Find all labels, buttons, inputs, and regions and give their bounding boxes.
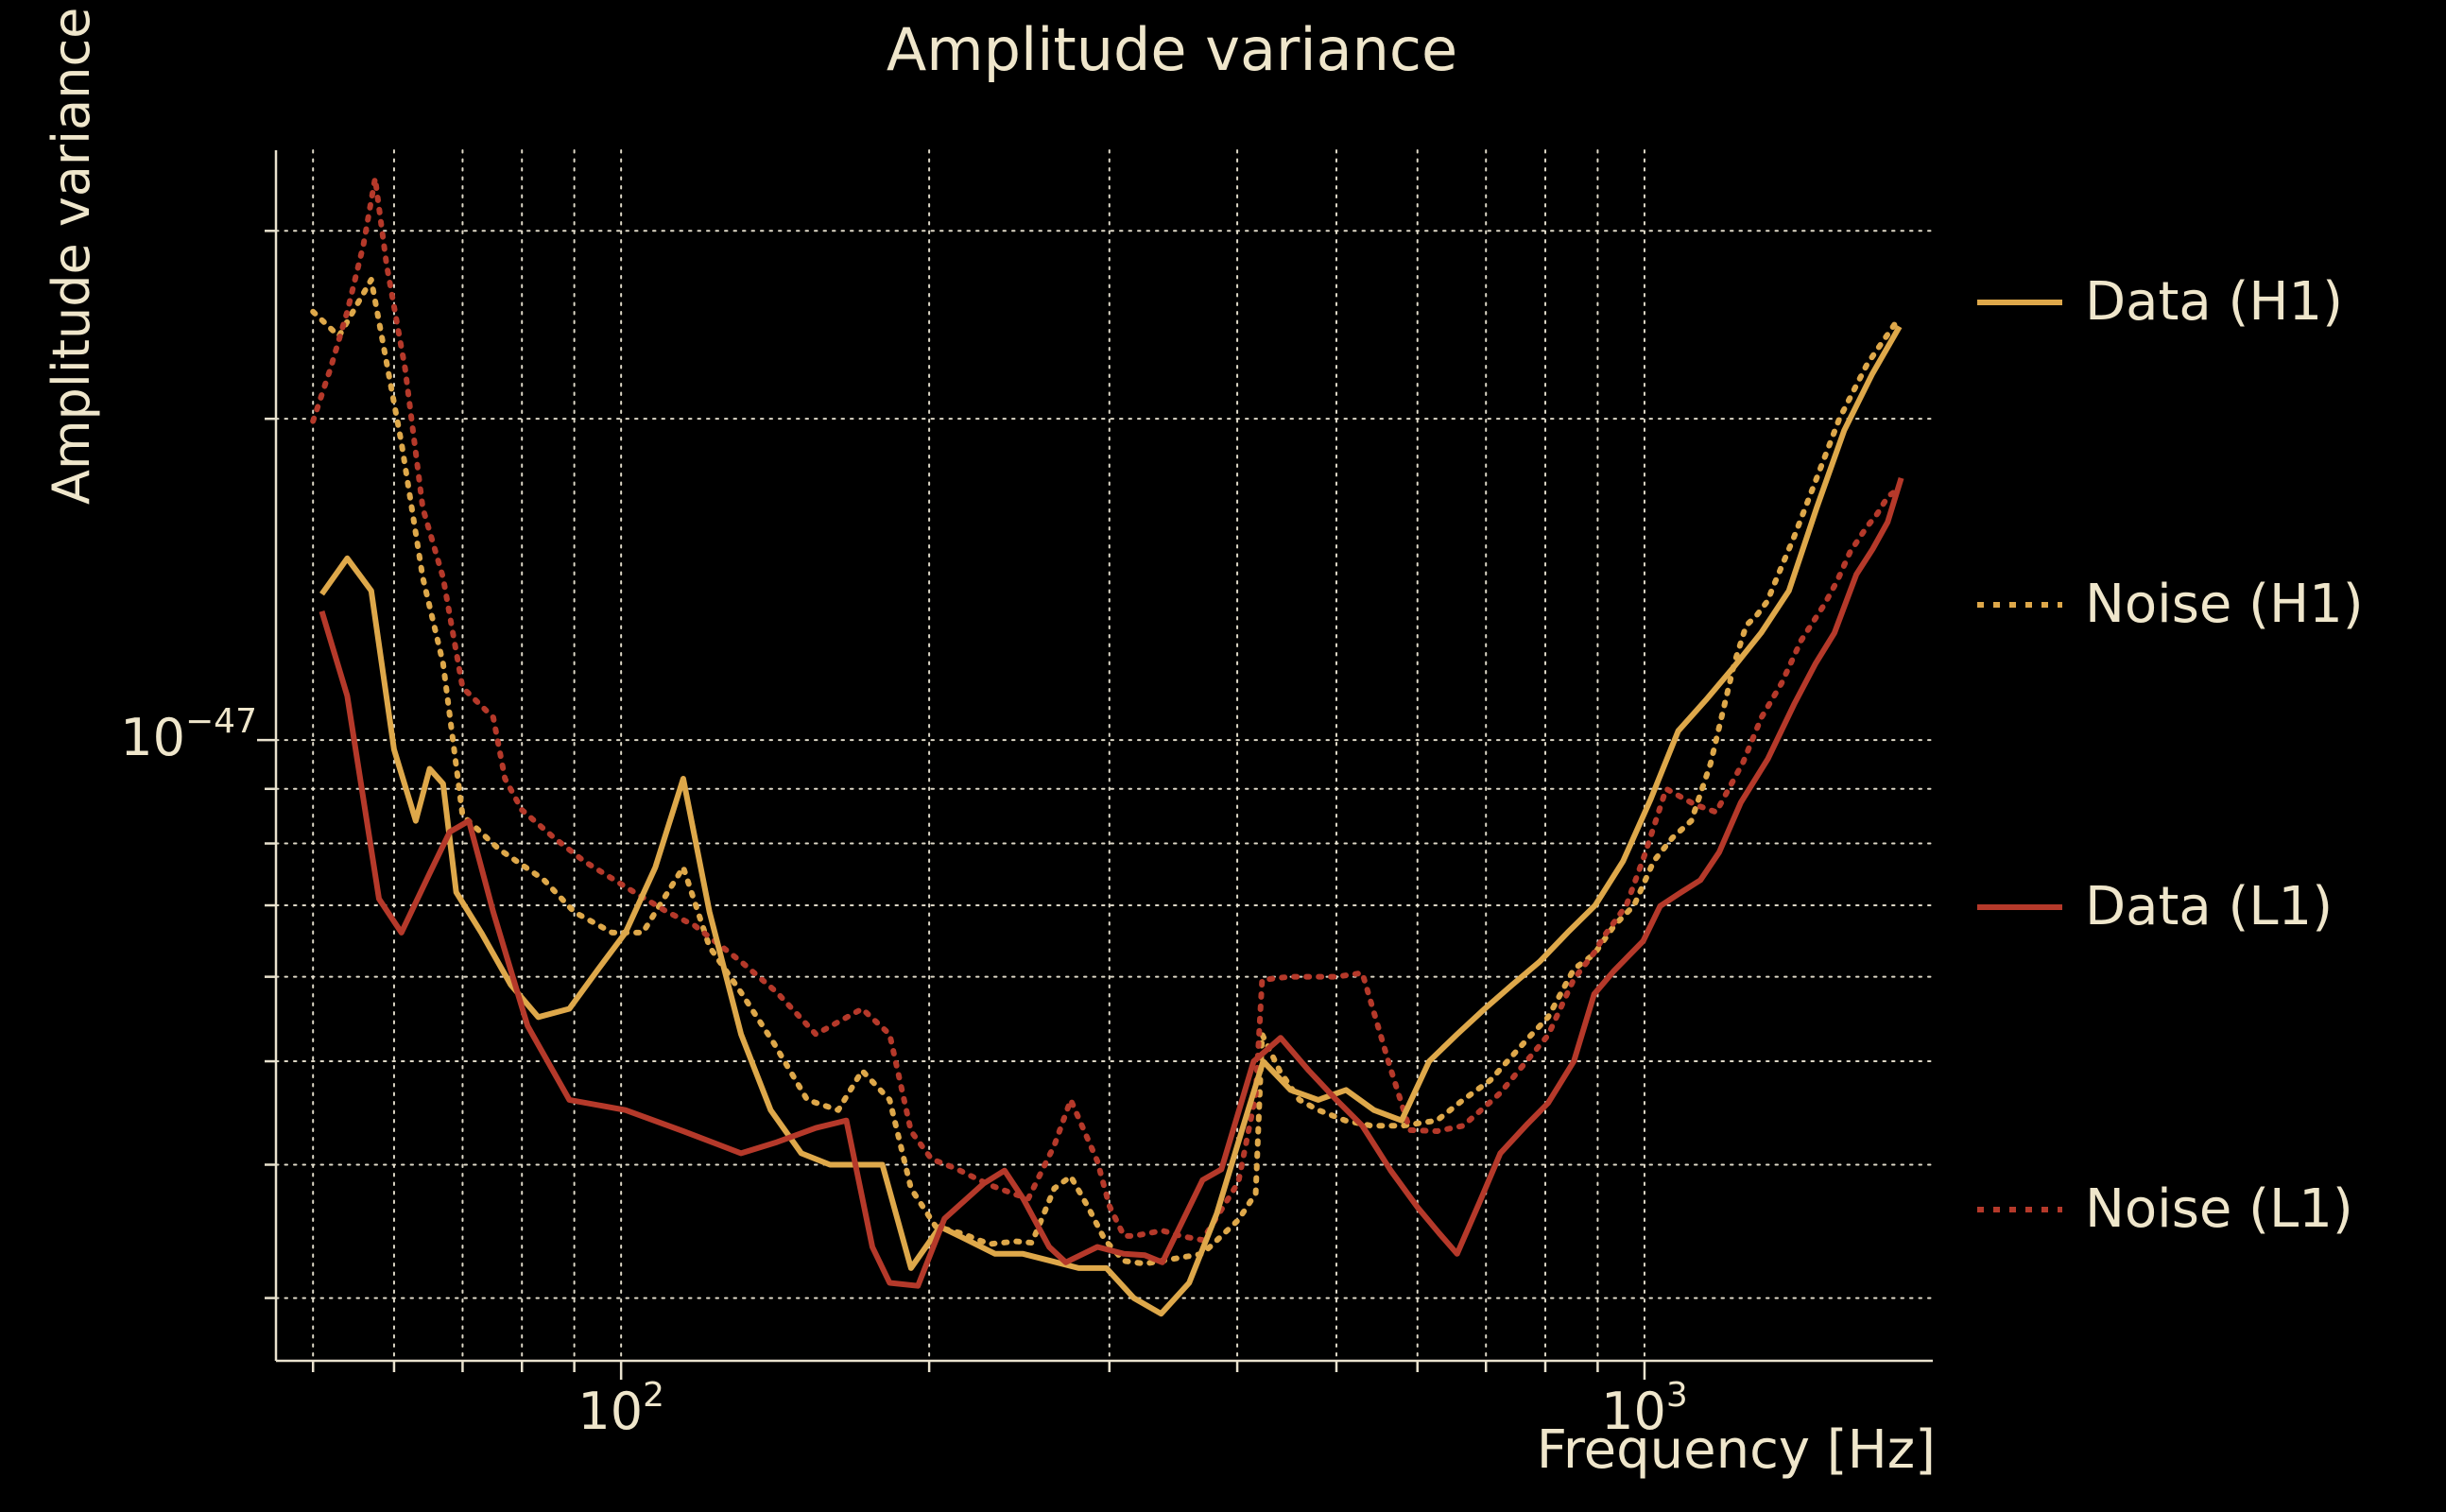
- x-tick-label: 103: [1601, 1376, 1688, 1441]
- legend-entry-noise-h1: Noise (H1): [1977, 575, 2364, 635]
- legend-label: Noise (H1): [2085, 574, 2364, 635]
- axis-ticks: [257, 230, 1646, 1380]
- legend-line-sample-dotted-h1: [1977, 602, 2062, 608]
- tick-labels: 102 103 10−47: [120, 702, 1687, 1441]
- legend-line-sample-solid-h1: [1977, 300, 2062, 305]
- legend-label: Data (H1): [2085, 271, 2343, 333]
- legend-label: Data (L1): [2085, 876, 2334, 937]
- axis-spines: [274, 150, 1933, 1363]
- series-noise-l1-: [310, 175, 1898, 1244]
- y-axis-label: Amplitude variance: [42, 7, 101, 505]
- gridlines: [275, 149, 1934, 1362]
- legend-line-sample-solid-l1: [1977, 904, 2062, 910]
- chart-title: Amplitude variance: [886, 15, 1458, 84]
- legend-line-sample-dotted-l1: [1977, 1207, 2062, 1212]
- legend-entry-data-h1: Data (H1): [1977, 272, 2343, 333]
- series-noise-h1-: [310, 277, 1901, 1267]
- series-data-l1-: [319, 477, 1904, 1289]
- x-axis-label: Frequency [Hz]: [1536, 1419, 1936, 1481]
- legend-label: Noise (L1): [2085, 1178, 2353, 1240]
- series-data-h1-: [319, 325, 1903, 1317]
- legend-entry-noise-l1: Noise (L1): [1977, 1179, 2353, 1240]
- y-tick-label: 10−47: [120, 702, 257, 767]
- legend-entry-data-l1: Data (L1): [1977, 877, 2333, 937]
- x-tick-label: 102: [577, 1376, 664, 1441]
- data-curves: [310, 175, 1904, 1317]
